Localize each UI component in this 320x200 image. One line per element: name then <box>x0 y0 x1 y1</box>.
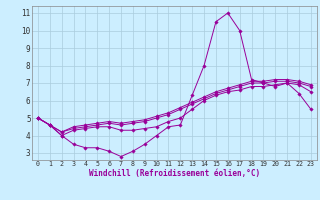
X-axis label: Windchill (Refroidissement éolien,°C): Windchill (Refroidissement éolien,°C) <box>89 169 260 178</box>
